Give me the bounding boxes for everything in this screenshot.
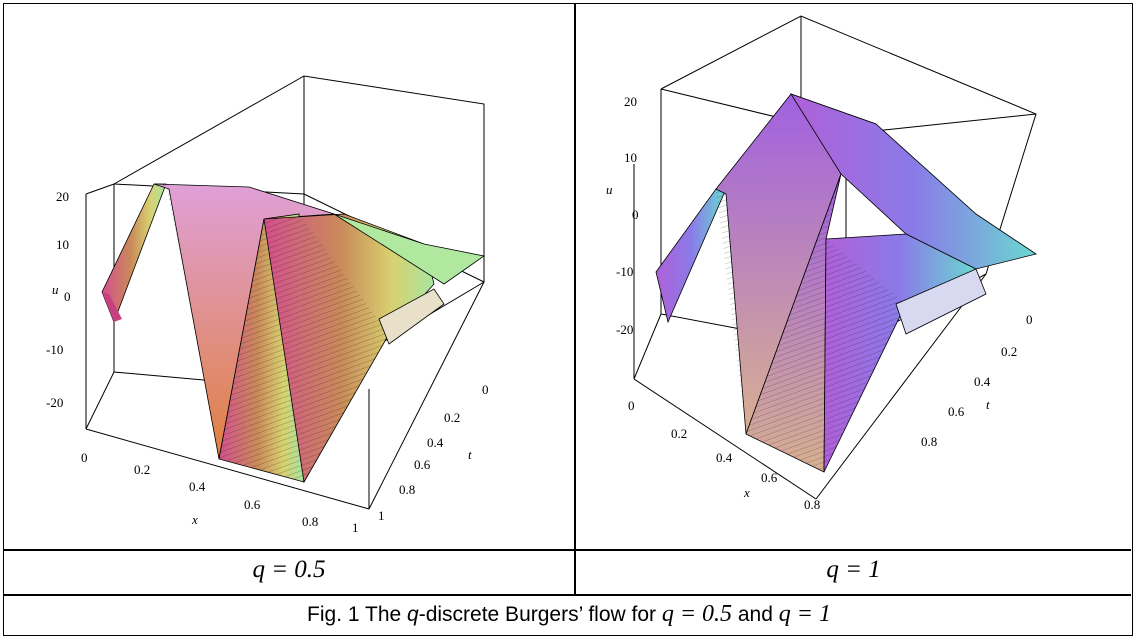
x-tick: 0.8 — [804, 497, 820, 512]
t-axis-label: t — [468, 447, 472, 462]
x-tick: 0.6 — [761, 470, 778, 485]
x-tick: 0 — [81, 450, 88, 465]
surface-plot-q05: 20 10 0 -10 -20 u 0 0.2 0.4 0.6 0.8 1 x … — [46, 75, 489, 535]
u-axis-ticks: 20 10 0 -10 -20 u — [46, 189, 71, 410]
t-tick: 0.8 — [921, 434, 937, 449]
caption-and: and — [732, 603, 779, 626]
t-axis-ticks: 0 0.2 0.4 0.6 0.8 t — [921, 312, 1033, 449]
t-tick: 1 — [378, 508, 385, 523]
x-tick: 0.4 — [189, 479, 206, 494]
u-tick: 20 — [624, 94, 637, 109]
subcaption-q1-text: q = 1 — [826, 556, 881, 583]
x-axis-ticks: 0 0.2 0.4 0.6 0.8 x — [628, 398, 820, 512]
subcaption-q1: q = 1 — [576, 556, 1131, 584]
figure-table: 20 10 0 -10 -20 u 0 0.2 0.4 0.6 0.8 1 x … — [3, 3, 1133, 636]
x-axis-label: x — [743, 485, 750, 500]
x-tick: 0.4 — [716, 450, 733, 465]
u-axis-label: u — [606, 182, 613, 197]
u-tick: -10 — [616, 264, 633, 279]
t-tick: 0.4 — [427, 435, 444, 450]
x-tick: 0.8 — [302, 514, 318, 529]
surface-q1 — [655, 93, 1037, 473]
u-axis-label: u — [52, 282, 59, 297]
t-tick: 0.6 — [414, 457, 431, 472]
u-tick: -20 — [46, 395, 63, 410]
x-tick: 0.2 — [671, 426, 687, 441]
plot-caption-divider — [4, 549, 1131, 551]
x-tick: 0.6 — [244, 497, 261, 512]
surface-plot-q1: 20 10 0 -10 -20 u 0 0.2 0.4 0.6 0.8 x 0 … — [606, 15, 1037, 512]
bounding-box — [85, 75, 485, 510]
u-tick: -10 — [46, 342, 63, 357]
t-tick: 0.6 — [948, 404, 965, 419]
caption-eq2: q = 1 — [778, 601, 831, 627]
x-tick: 0 — [628, 398, 635, 413]
x-tick: 1 — [352, 520, 359, 535]
u-axis-ticks: 20 10 0 -10 -20 u — [606, 94, 639, 337]
x-axis-label: x — [191, 512, 198, 527]
t-tick: 0 — [1026, 312, 1033, 327]
u-tick: 0 — [632, 207, 639, 222]
caption-middle: -discrete Burgers’ flow for — [418, 603, 662, 626]
t-tick: 0 — [482, 382, 489, 397]
x-tick: 0.2 — [134, 462, 150, 477]
caption-q-symbol: q — [407, 603, 419, 626]
t-axis-label: t — [986, 397, 990, 412]
panel-divider — [574, 4, 576, 596]
x-axis-ticks: 0 0.2 0.4 0.6 0.8 1 x — [81, 450, 359, 535]
surface-q05 — [101, 183, 485, 484]
caption-eq1: q = 0.5 — [661, 601, 733, 627]
u-tick: 10 — [624, 150, 637, 165]
subcaption-q05-text: q = 0.5 — [252, 556, 326, 583]
caption-divider — [4, 594, 1131, 596]
t-tick: 0.2 — [444, 410, 460, 425]
u-tick: 20 — [56, 189, 69, 204]
subcaption-q05: q = 0.5 — [4, 556, 574, 584]
t-axis-ticks: 0 0.2 0.4 0.6 0.8 1 t — [378, 382, 489, 523]
t-tick: 0.2 — [1001, 344, 1017, 359]
u-tick: 0 — [64, 289, 71, 304]
u-tick: 10 — [56, 237, 69, 252]
t-tick: 0.4 — [974, 374, 991, 389]
u-tick: -20 — [616, 322, 633, 337]
caption-prefix: Fig. 1 The — [307, 603, 408, 626]
t-tick: 0.8 — [399, 482, 415, 497]
figure-caption: Fig. 1 The q-discrete Burgers’ flow for … — [4, 601, 1134, 628]
